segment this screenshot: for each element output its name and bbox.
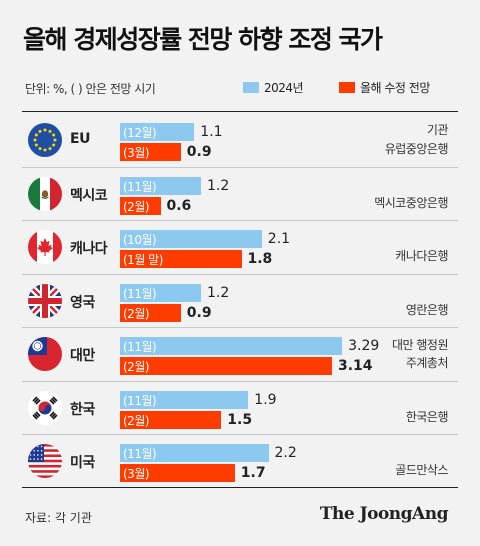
legend-swatch-2024 bbox=[243, 82, 259, 93]
period-label: (11월) bbox=[123, 393, 157, 408]
bar-2024: (10월) bbox=[120, 230, 262, 248]
value-label-revised: 1.8 bbox=[247, 251, 273, 267]
country-name: 캐나다 bbox=[70, 241, 108, 257]
period-label: (10월) bbox=[123, 233, 157, 247]
institution-line: 대만 행정원 bbox=[391, 338, 449, 352]
value-label-revised: 0.9 bbox=[186, 144, 212, 160]
period-label: (2월) bbox=[123, 199, 150, 214]
bar-revised: (1월 말) bbox=[120, 250, 242, 268]
value-label-revised: 0.9 bbox=[186, 304, 212, 321]
period-label: (3월) bbox=[123, 467, 150, 481]
legend-label-revised: 올해 수정 전망 bbox=[360, 81, 430, 95]
bar-revised: (2월) bbox=[120, 196, 161, 215]
period-label: (2월) bbox=[123, 413, 150, 428]
institution-label: 멕시코중앙은행 bbox=[374, 194, 448, 212]
value-label-revised: 0.6 bbox=[166, 197, 192, 214]
period-label: (11월) bbox=[123, 447, 157, 461]
value-label-revised: 3.14 bbox=[338, 358, 373, 374]
institution-label: 캐나다은행 bbox=[395, 247, 448, 265]
source-note: 자료: 각 기관 bbox=[25, 511, 92, 525]
bar-revised: (3월) bbox=[120, 143, 181, 161]
bottom-rule bbox=[22, 487, 458, 488]
institution-line: 영란은행 bbox=[405, 302, 449, 317]
country-name: 멕시코 bbox=[70, 187, 108, 204]
period-label: (11월) bbox=[123, 340, 157, 354]
bar-2024: (11월) bbox=[120, 337, 343, 355]
institution-header: 기관 bbox=[426, 123, 449, 137]
legend-item-2024: 2024년 bbox=[243, 79, 304, 96]
period-label: (12월) bbox=[123, 126, 157, 140]
row-separator bbox=[22, 166, 458, 168]
bar-2024: (11월) bbox=[120, 176, 201, 195]
value-label-2024: 1.2 bbox=[207, 177, 230, 194]
publisher-logo: The JoongAng bbox=[319, 504, 449, 524]
bar-revised: (2월) bbox=[120, 410, 222, 429]
legend-swatch-revised bbox=[339, 82, 355, 93]
row-separator bbox=[22, 327, 458, 328]
institution-label: 골드만삭스 bbox=[395, 461, 448, 479]
row-separator bbox=[22, 434, 458, 435]
unit-note: 단위: %, ( ) 안은 전망 시기 bbox=[25, 82, 156, 96]
chart-title: 올해 경제성장률 전망 하향 조정 국가 bbox=[23, 25, 383, 54]
canada-flag-icon bbox=[28, 230, 62, 264]
value-label-revised: 1.7 bbox=[240, 465, 266, 481]
bar-2024: (11월) bbox=[120, 444, 269, 462]
bar-2024: (12월) bbox=[120, 123, 195, 141]
institution-line: 주계총처 bbox=[405, 356, 449, 370]
legend-item-revised: 올해 수정 전망 bbox=[339, 79, 430, 96]
period-label: (1월 말) bbox=[123, 253, 163, 267]
country-name: 대만 bbox=[70, 348, 95, 364]
institution-line: 멕시코중앙은행 bbox=[374, 195, 448, 210]
bar-revised: (3월) bbox=[120, 464, 235, 482]
period-label: (2월) bbox=[123, 360, 150, 374]
institution-line: 캐나다은행 bbox=[395, 249, 448, 263]
institution-line: 한국은행 bbox=[405, 409, 449, 424]
eu-flag-icon bbox=[28, 123, 62, 157]
period-label: (11월) bbox=[123, 286, 157, 301]
korea-flag-icon bbox=[28, 390, 62, 425]
period-label: (3월) bbox=[123, 146, 150, 160]
row-separator bbox=[22, 380, 458, 382]
top-rule bbox=[22, 111, 458, 112]
value-label-2024: 2.2 bbox=[274, 445, 297, 461]
period-label: (2월) bbox=[123, 306, 150, 321]
row-separator bbox=[22, 220, 458, 221]
institution-label: 한국은행 bbox=[405, 408, 449, 426]
value-label-2024: 1.9 bbox=[254, 391, 277, 408]
value-label-2024: 1.2 bbox=[207, 284, 230, 301]
value-label-2024: 3.29 bbox=[348, 338, 380, 354]
country-name: 미국 bbox=[70, 455, 95, 471]
country-name: 한국 bbox=[70, 401, 95, 418]
value-label-revised: 1.5 bbox=[227, 411, 253, 428]
country-name: 영국 bbox=[70, 294, 95, 311]
value-label-2024: 1.1 bbox=[200, 124, 223, 140]
uk-flag-icon bbox=[28, 283, 62, 318]
institution-line: 골드만삭스 bbox=[395, 463, 448, 477]
taiwan-flag-icon bbox=[28, 337, 62, 371]
us-flag-icon bbox=[28, 444, 62, 478]
bar-revised: (2월) bbox=[120, 303, 181, 322]
institution-label: 유럽중앙은행 bbox=[384, 140, 449, 158]
institution-label: 영란은행 bbox=[405, 301, 449, 319]
row-separator bbox=[22, 273, 458, 275]
bar-2024: (11월) bbox=[120, 390, 249, 409]
legend-label-2024: 2024년 bbox=[264, 81, 304, 95]
bar-revised: (2월) bbox=[120, 357, 332, 375]
country-name: EU bbox=[70, 131, 90, 147]
institution-line: 유럽중앙은행 bbox=[384, 142, 449, 156]
period-label: (11월) bbox=[123, 179, 157, 194]
value-label-2024: 2.1 bbox=[267, 231, 291, 247]
mexico-flag-icon bbox=[28, 176, 62, 211]
bar-2024: (11월) bbox=[120, 283, 201, 302]
